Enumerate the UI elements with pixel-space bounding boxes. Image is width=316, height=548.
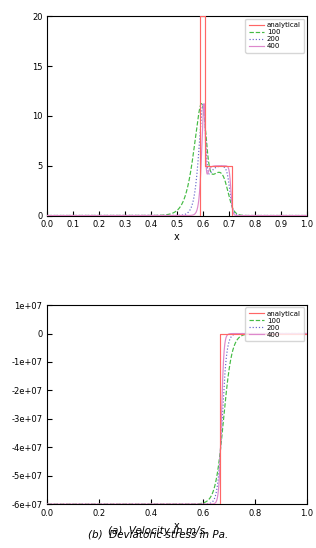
Text: (a)  Velocity in m/s.: (a) Velocity in m/s. <box>108 526 208 536</box>
Legend: analytical, 100, 200, 400: analytical, 100, 200, 400 <box>246 19 304 53</box>
X-axis label: x: x <box>174 521 180 531</box>
Text: (b)  Deviatoric stress in Pa.: (b) Deviatoric stress in Pa. <box>88 530 228 540</box>
X-axis label: x: x <box>174 232 180 242</box>
Legend: analytical, 100, 200, 400: analytical, 100, 200, 400 <box>246 307 304 341</box>
